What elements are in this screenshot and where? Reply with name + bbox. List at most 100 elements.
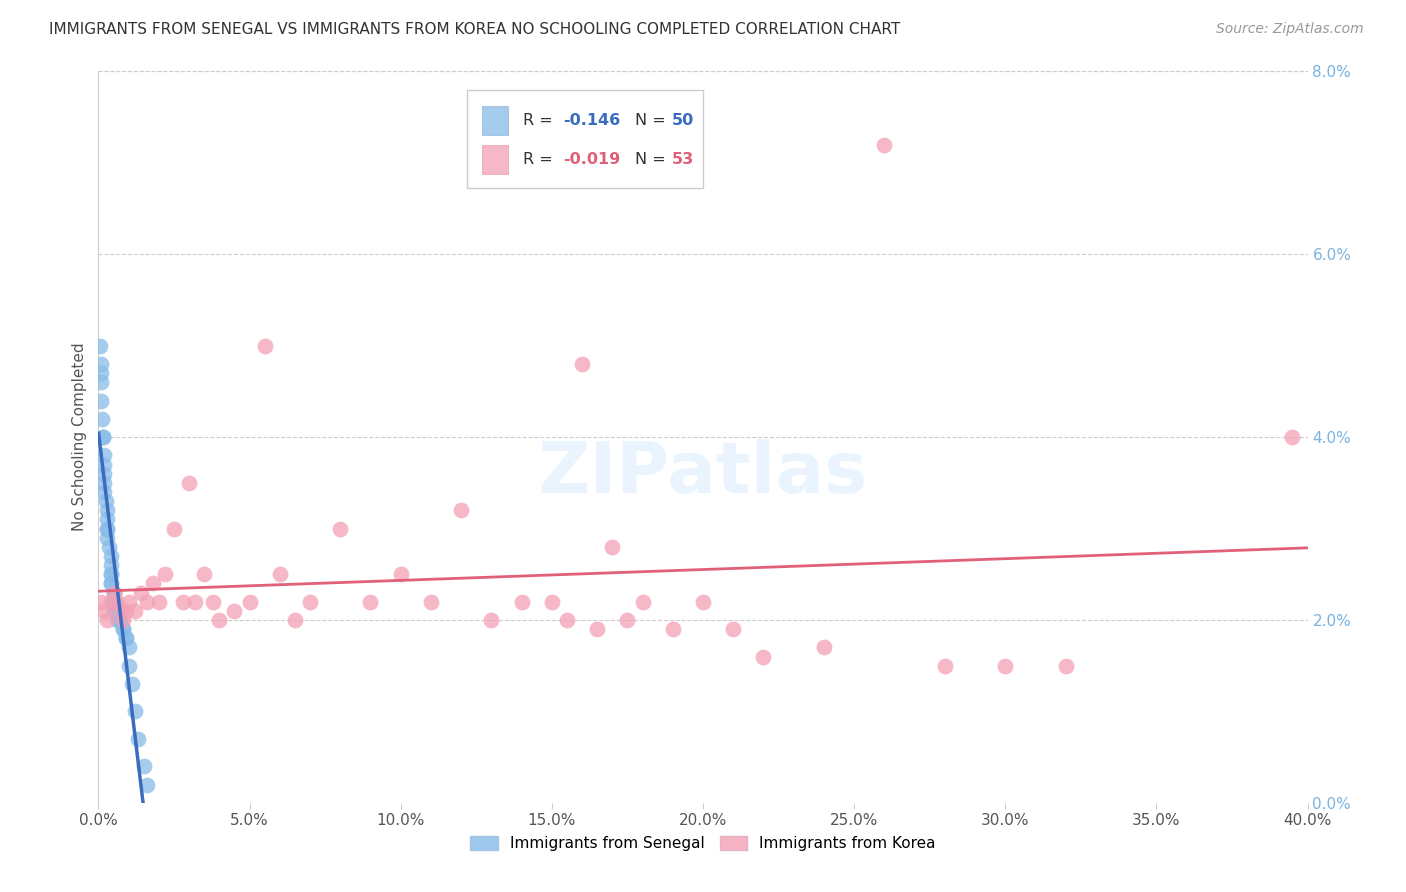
Point [224,604,246,618]
Point [100,576,122,591]
Point [124,604,146,618]
Text: N =: N = [636,152,671,167]
Point [114,632,136,646]
Point [163,521,186,535]
Point [299,595,322,609]
Text: ZIPatlas: ZIPatlas [538,439,868,508]
Point [108,613,131,627]
Text: -0.019: -0.019 [562,152,620,167]
Point [118,640,141,655]
Point [96,521,118,535]
Point [103,585,125,599]
Point [96,503,118,517]
Point [90,366,112,380]
Point [135,778,157,792]
Point [103,604,125,618]
Point [269,567,291,582]
Point [105,613,128,627]
Point [111,622,134,636]
Point [1281,430,1303,444]
Point [153,567,176,582]
Point [93,485,115,500]
Point [93,604,115,618]
Point [90,357,112,371]
Point [121,677,143,691]
Text: -0.146: -0.146 [562,113,620,128]
Point [172,595,194,609]
Point [105,604,128,618]
Point [540,595,562,609]
Point [813,640,835,655]
Point [96,521,118,535]
Point [96,531,118,545]
Point [105,595,128,609]
Point [602,540,624,554]
Point [661,622,683,636]
Point [100,558,122,573]
Point [571,357,593,371]
Point [752,649,775,664]
Point [555,613,578,627]
Point [114,632,136,646]
Point [89,338,111,352]
Point [127,731,149,746]
Point [90,393,112,408]
Point [93,458,115,472]
Point [103,595,125,609]
Point [90,595,112,609]
Point [103,604,125,618]
Point [108,613,131,627]
Point [111,613,134,627]
Point [284,613,307,627]
Point [96,512,118,526]
Point [100,567,122,582]
Point [616,613,638,627]
Point [93,467,115,481]
Text: 50: 50 [672,113,693,128]
Point [98,540,121,554]
Point [103,585,125,599]
Point [100,576,122,591]
Point [118,595,141,609]
Point [481,613,503,627]
Point [329,521,352,535]
FancyBboxPatch shape [482,106,509,135]
Legend: Immigrants from Senegal, Immigrants from Korea: Immigrants from Senegal, Immigrants from… [464,830,942,857]
Y-axis label: No Schooling Completed: No Schooling Completed [72,343,87,532]
Point [389,567,412,582]
Point [91,412,114,426]
Point [179,475,201,490]
Point [142,576,165,591]
Point [208,613,231,627]
Point [124,705,146,719]
Point [934,658,956,673]
Point [108,613,131,627]
Point [253,338,276,352]
Text: Source: ZipAtlas.com: Source: ZipAtlas.com [1216,22,1364,37]
Text: N =: N = [636,113,671,128]
Point [360,595,382,609]
Point [96,613,118,627]
Point [94,494,117,508]
Text: R =: R = [523,113,558,128]
Point [692,595,714,609]
Point [90,376,112,390]
Point [132,759,155,773]
FancyBboxPatch shape [482,145,509,174]
Point [631,595,654,609]
Point [193,567,215,582]
Point [118,658,141,673]
Point [873,137,896,152]
Point [420,595,443,609]
Point [103,585,125,599]
Point [93,449,115,463]
Point [129,585,152,599]
Point [586,622,609,636]
Point [994,658,1017,673]
Point [723,622,745,636]
FancyBboxPatch shape [467,90,703,188]
Point [108,604,131,618]
Point [100,567,122,582]
Text: IMMIGRANTS FROM SENEGAL VS IMMIGRANTS FROM KOREA NO SCHOOLING COMPLETED CORRELAT: IMMIGRANTS FROM SENEGAL VS IMMIGRANTS FR… [49,22,900,37]
Text: R =: R = [523,152,558,167]
